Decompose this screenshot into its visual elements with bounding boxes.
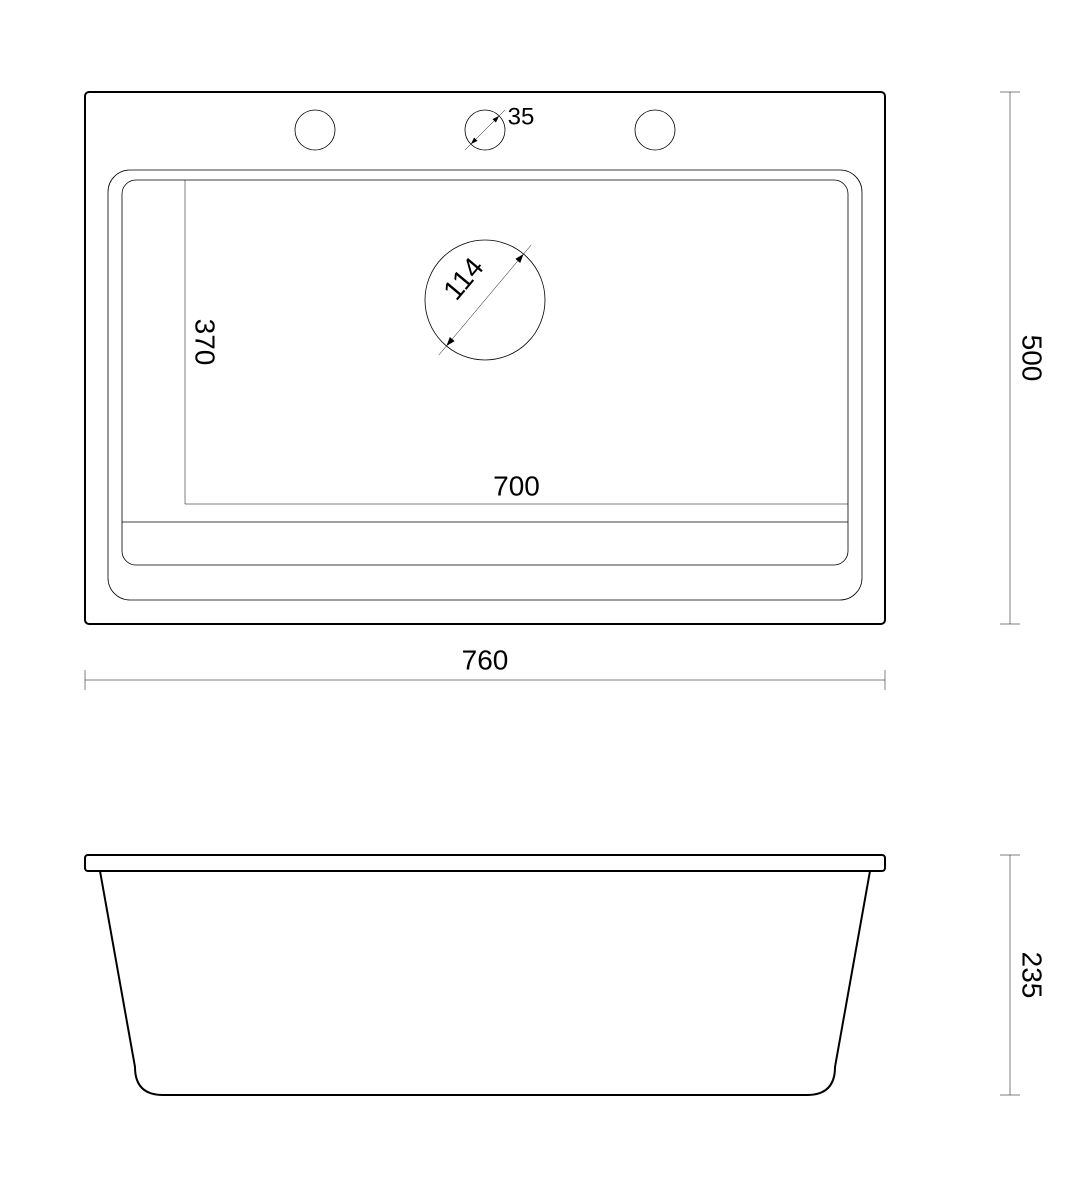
tap-hole-2 (635, 110, 675, 150)
side-height-dim-label: 235 (1017, 952, 1048, 999)
tap-hole-0 (295, 110, 335, 150)
basin-outer (108, 170, 862, 600)
inner-width-label: 700 (493, 470, 540, 501)
side-rim (85, 855, 885, 871)
outer-width-dim-label: 760 (462, 644, 509, 675)
drain-diameter-label: 114 (437, 252, 489, 306)
technical-drawing: 35 114 700 370 760 500 235 (0, 0, 1080, 1185)
side-body (100, 871, 870, 1095)
basin-inner (122, 180, 848, 565)
inner-height-label: 370 (190, 319, 221, 366)
tap-diameter-label: 35 (508, 103, 535, 130)
outer-height-dim-label: 500 (1017, 335, 1048, 382)
